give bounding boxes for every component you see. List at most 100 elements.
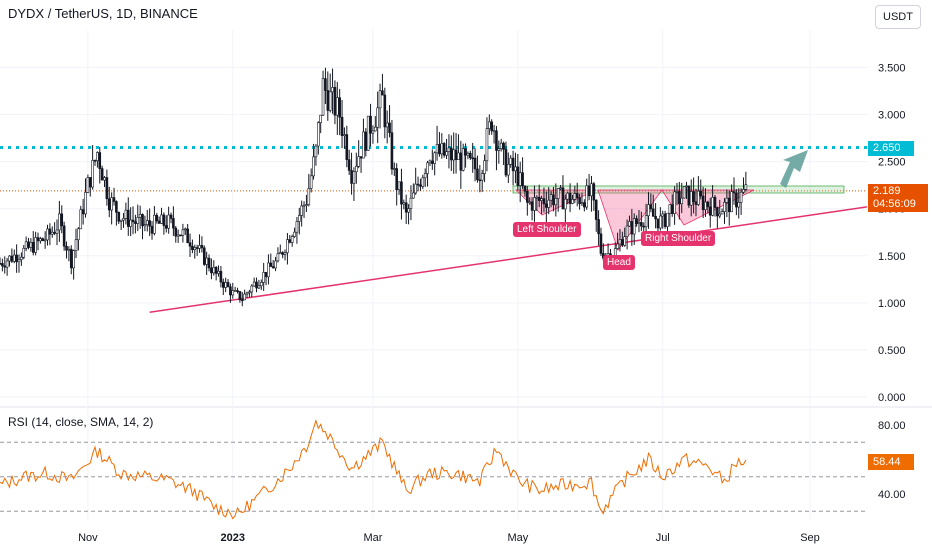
candle-body bbox=[293, 231, 296, 237]
candle-body bbox=[725, 197, 729, 203]
candle-body bbox=[625, 225, 629, 237]
candle-body bbox=[343, 134, 346, 137]
candle-body bbox=[682, 186, 686, 199]
candle-body bbox=[314, 145, 318, 158]
candle-body bbox=[407, 208, 410, 213]
rsi-series-line bbox=[0, 419, 747, 520]
candle-body bbox=[274, 260, 277, 269]
candle-body bbox=[711, 197, 714, 216]
left-shoulder-label: Left Shoulder bbox=[513, 222, 581, 237]
candle-body bbox=[198, 245, 201, 249]
y-tick-label: 1.500 bbox=[878, 251, 906, 263]
candle-body bbox=[492, 130, 496, 133]
candle-body bbox=[100, 168, 104, 181]
candle-body bbox=[250, 285, 254, 293]
candle-body bbox=[466, 152, 470, 156]
rsi-indicator-title[interactable]: RSI (14, close, SMA, 14, 2) bbox=[8, 415, 154, 429]
candle-body bbox=[678, 191, 681, 205]
candle-body bbox=[504, 149, 508, 176]
candle-body bbox=[160, 214, 163, 224]
currency-button[interactable]: USDT bbox=[875, 5, 921, 29]
x-tick-label: Jul bbox=[656, 532, 670, 544]
candle-body bbox=[476, 168, 479, 181]
candle-body bbox=[122, 218, 125, 221]
candle-body bbox=[571, 199, 574, 204]
target-arrow bbox=[780, 150, 808, 188]
candle-body bbox=[233, 290, 237, 292]
candle-body bbox=[150, 225, 154, 234]
candle-body bbox=[321, 78, 325, 116]
candle-body bbox=[502, 142, 505, 150]
candle-body bbox=[744, 184, 748, 190]
candle-body bbox=[69, 248, 73, 269]
y-tick-label: 1.000 bbox=[878, 298, 906, 310]
candle-body bbox=[219, 270, 223, 283]
candle-body bbox=[457, 152, 460, 160]
candle-body bbox=[599, 233, 603, 254]
candle-body bbox=[312, 156, 315, 177]
candle-body bbox=[378, 90, 382, 109]
candle-countdown: 04:56:09 bbox=[873, 198, 916, 210]
candle-body bbox=[105, 177, 109, 200]
candle-body bbox=[497, 148, 501, 151]
candle-body bbox=[630, 221, 634, 235]
candle-body bbox=[369, 115, 372, 134]
candle-body bbox=[447, 147, 451, 152]
candle-body bbox=[642, 225, 646, 228]
candle-body bbox=[269, 262, 273, 267]
candle-body bbox=[15, 254, 18, 263]
candle-body bbox=[188, 242, 192, 247]
candle-body bbox=[283, 252, 287, 255]
candle-body bbox=[157, 220, 161, 224]
candle-body bbox=[34, 237, 37, 253]
candle-body bbox=[459, 152, 463, 171]
candle-body bbox=[281, 252, 284, 255]
candle-body bbox=[62, 225, 66, 247]
x-tick-label: Nov bbox=[78, 532, 98, 544]
candle-body bbox=[516, 166, 520, 186]
candle-body bbox=[36, 237, 40, 242]
candle-body bbox=[115, 201, 118, 213]
candle-body bbox=[164, 225, 168, 229]
candle-body bbox=[547, 199, 551, 208]
candle-body bbox=[416, 183, 420, 186]
head-label: Head bbox=[603, 255, 635, 270]
candle-body bbox=[518, 172, 522, 186]
candle-body bbox=[704, 201, 707, 210]
candle-body bbox=[528, 201, 532, 204]
candle-body bbox=[438, 144, 441, 155]
candle-body bbox=[176, 234, 180, 237]
candle-body bbox=[0, 263, 2, 265]
candle-body bbox=[326, 90, 330, 111]
candle-body bbox=[556, 188, 560, 199]
candle-body bbox=[53, 231, 56, 234]
candle-body bbox=[412, 192, 415, 199]
candle-body bbox=[286, 239, 289, 253]
candle-body bbox=[421, 177, 425, 187]
candle-body bbox=[278, 252, 282, 255]
candle-body bbox=[507, 164, 510, 176]
candle-body bbox=[17, 259, 21, 263]
candle-body bbox=[12, 254, 16, 262]
candle-body bbox=[469, 152, 472, 159]
candle-body bbox=[737, 202, 741, 208]
candle-body bbox=[381, 90, 384, 96]
candle-body bbox=[331, 87, 334, 93]
candle-body bbox=[509, 157, 513, 165]
rsi-value-badge: 58.44 bbox=[868, 454, 914, 470]
candle-body bbox=[649, 204, 653, 210]
candle-body bbox=[478, 179, 482, 182]
candle-body bbox=[692, 191, 695, 202]
candle-body bbox=[521, 172, 524, 187]
candle-body bbox=[145, 220, 149, 225]
candle-body bbox=[530, 201, 534, 211]
candle-body bbox=[654, 216, 657, 220]
candle-body bbox=[309, 175, 313, 189]
candle-body bbox=[637, 222, 641, 224]
candle-body bbox=[141, 214, 144, 227]
candle-body bbox=[300, 205, 303, 216]
candle-body bbox=[383, 94, 387, 128]
candle-body bbox=[276, 253, 280, 262]
candle-body bbox=[635, 218, 638, 224]
